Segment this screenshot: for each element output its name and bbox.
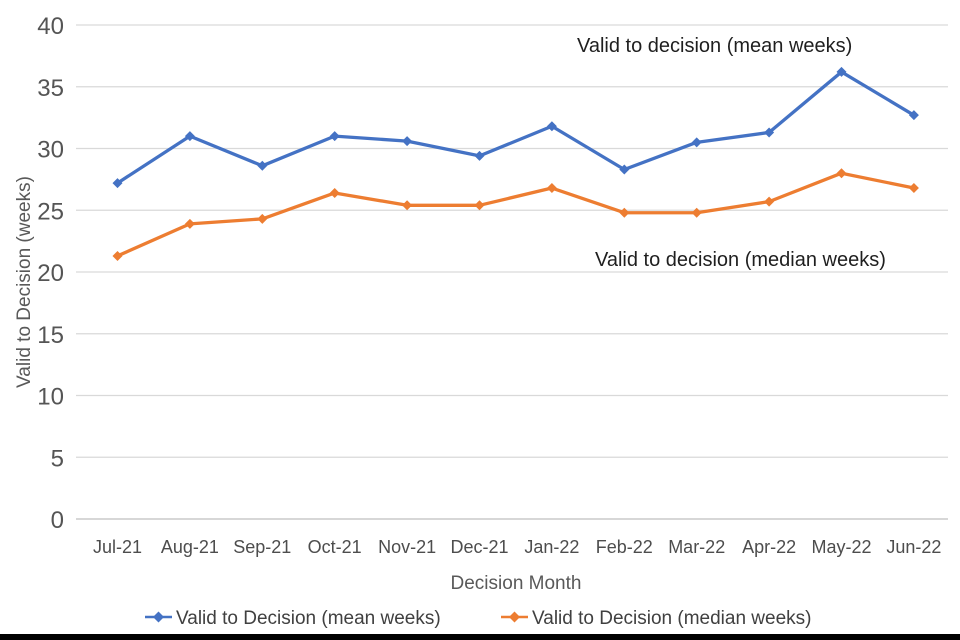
median-data-point-Dec-21 bbox=[474, 200, 485, 211]
mean-data-point-Dec-21 bbox=[474, 150, 485, 161]
x-tick-label: Mar-22 bbox=[668, 537, 725, 557]
median-data-point-Nov-21 bbox=[402, 200, 413, 211]
x-tick-label: Sep-21 bbox=[233, 537, 291, 557]
legend-mean-label: Valid to Decision (mean weeks) bbox=[176, 608, 441, 629]
x-tick-label: Aug-21 bbox=[161, 537, 219, 557]
y-tick-label: 10 bbox=[37, 384, 64, 411]
mean-data-point-Jul-21 bbox=[112, 178, 123, 189]
x-tick-label: Nov-21 bbox=[378, 537, 436, 557]
mean-data-point-Mar-22 bbox=[691, 137, 702, 148]
x-tick-labels: Jul-21 Aug-21 Sep-21 Oct-21 Nov-21 Dec-21 Jan-… bbox=[93, 537, 941, 557]
median-series-line bbox=[115, 171, 916, 258]
bottom-border bbox=[0, 634, 960, 640]
x-tick-label: Jul-21 bbox=[93, 537, 142, 557]
legend-mean-marker-icon bbox=[153, 611, 164, 623]
x-tick-label: Apr-22 bbox=[742, 537, 796, 557]
mean-data-point-Sep-21 bbox=[257, 160, 268, 171]
series-median bbox=[112, 168, 919, 261]
y-tick-labels: 0 5 10 15 20 25 30 35 40 bbox=[37, 13, 64, 534]
median-data-point-Oct-21 bbox=[329, 187, 340, 198]
x-tick-label: Dec-21 bbox=[450, 537, 508, 557]
median-data-point-Jul-21 bbox=[112, 250, 123, 261]
x-tick-label: May-22 bbox=[811, 537, 871, 557]
median-data-point-Aug-21 bbox=[184, 218, 195, 229]
x-tick-label: Jan-22 bbox=[524, 537, 579, 557]
legend-item-mean: Valid to Decision (mean weeks) bbox=[145, 608, 441, 629]
x-tick-label: Jun-22 bbox=[886, 537, 941, 557]
mean-data-point-Aug-21 bbox=[184, 131, 195, 142]
median-data-point-Feb-22 bbox=[619, 207, 630, 218]
gridlines bbox=[76, 24, 948, 520]
legend-item-median: Valid to Decision (median weeks) bbox=[501, 608, 812, 629]
y-tick-label: 20 bbox=[37, 260, 64, 287]
mean-data-point-Apr-22 bbox=[764, 127, 775, 138]
legend-median-label: Valid to Decision (median weeks) bbox=[532, 608, 812, 629]
mean-data-point-Feb-22 bbox=[619, 164, 630, 175]
y-tick-label: 35 bbox=[37, 75, 64, 102]
y-tick-label: 5 bbox=[51, 445, 64, 472]
legend: Valid to Decision (mean weeks) Valid to … bbox=[145, 608, 812, 629]
median-data-point-May-22 bbox=[836, 168, 847, 179]
x-tick-label: Feb-22 bbox=[596, 537, 653, 557]
median-data-point-Jan-22 bbox=[546, 183, 557, 194]
median-data-point-Apr-22 bbox=[764, 196, 775, 207]
median-data-point-Sep-21 bbox=[257, 213, 268, 224]
y-tick-label: 15 bbox=[37, 322, 64, 349]
median-data-point-Jun-22 bbox=[908, 183, 919, 194]
mean-series-line bbox=[115, 70, 916, 185]
y-tick-label: 40 bbox=[37, 13, 64, 40]
mean-data-point-Jun-22 bbox=[908, 110, 919, 121]
mean-data-point-May-22 bbox=[836, 66, 847, 77]
median-data-point-Mar-22 bbox=[691, 207, 702, 218]
mean-data-point-Nov-21 bbox=[402, 136, 413, 147]
y-axis-title: Valid to Decision (weeks) bbox=[14, 176, 35, 388]
legend-median-marker-icon bbox=[509, 611, 520, 623]
y-tick-label: 0 bbox=[51, 507, 64, 534]
x-tick-label: Oct-21 bbox=[308, 537, 362, 557]
annotation-median-series: Valid to decision (median weeks) bbox=[595, 249, 886, 271]
series-mean bbox=[112, 66, 919, 189]
mean-data-point-Jan-22 bbox=[546, 121, 557, 132]
annotation-mean-series: Valid to decision (mean weeks) bbox=[577, 35, 852, 57]
y-tick-label: 25 bbox=[37, 198, 64, 225]
x-axis-title: Decision Month bbox=[451, 573, 582, 594]
y-tick-label: 30 bbox=[37, 137, 64, 164]
mean-data-point-Oct-21 bbox=[329, 131, 340, 142]
